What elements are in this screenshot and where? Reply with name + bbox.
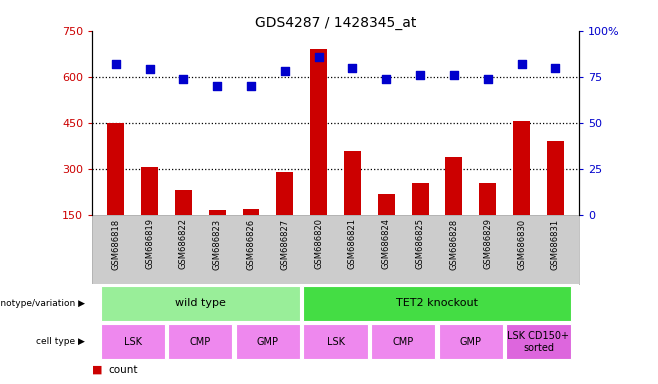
Text: LSK: LSK <box>124 337 141 347</box>
Text: genotype/variation ▶: genotype/variation ▶ <box>0 299 85 308</box>
Text: GSM686824: GSM686824 <box>382 218 391 270</box>
Text: GSM686822: GSM686822 <box>179 218 188 270</box>
Point <box>550 65 561 71</box>
Text: ■: ■ <box>92 365 103 375</box>
Text: CMP: CMP <box>393 337 414 347</box>
Point <box>246 83 257 89</box>
Point <box>280 68 290 74</box>
Text: GMP: GMP <box>460 337 482 347</box>
Point <box>144 66 155 73</box>
Point <box>212 83 222 89</box>
Text: CMP: CMP <box>190 337 211 347</box>
Bar <box>141 167 158 261</box>
Bar <box>168 324 232 359</box>
Bar <box>243 209 259 261</box>
Point <box>482 76 493 82</box>
Bar <box>445 157 463 261</box>
Text: GSM686819: GSM686819 <box>145 218 154 270</box>
Bar <box>107 123 124 261</box>
Text: GSM686821: GSM686821 <box>348 218 357 270</box>
Title: GDS4287 / 1428345_at: GDS4287 / 1428345_at <box>255 16 417 30</box>
Bar <box>378 194 395 261</box>
Bar <box>175 190 192 261</box>
Point <box>111 61 121 67</box>
Point <box>415 72 425 78</box>
Point <box>178 76 189 82</box>
Bar <box>507 324 570 359</box>
Bar <box>303 286 570 321</box>
Text: wild type: wild type <box>175 298 226 308</box>
Point <box>517 61 527 67</box>
Point <box>347 65 358 71</box>
Text: GSM686820: GSM686820 <box>314 218 323 270</box>
Text: GSM686827: GSM686827 <box>280 218 290 270</box>
Text: GSM686828: GSM686828 <box>449 218 459 270</box>
Text: LSK CD150+
sorted: LSK CD150+ sorted <box>507 331 569 353</box>
Text: GSM686829: GSM686829 <box>483 218 492 270</box>
Bar <box>101 324 164 359</box>
Bar <box>303 324 368 359</box>
Text: TET2 knockout: TET2 knockout <box>396 298 478 308</box>
Text: GMP: GMP <box>257 337 279 347</box>
Text: LSK: LSK <box>326 337 345 347</box>
Text: count: count <box>109 365 138 375</box>
Bar <box>101 286 300 321</box>
Bar <box>547 141 564 261</box>
Bar <box>513 121 530 261</box>
Bar <box>236 324 300 359</box>
Text: GSM686818: GSM686818 <box>111 218 120 270</box>
Bar <box>412 183 428 261</box>
Text: GSM686825: GSM686825 <box>416 218 424 270</box>
Text: cell type ▶: cell type ▶ <box>36 337 85 346</box>
Point <box>313 53 324 60</box>
Bar <box>371 324 436 359</box>
Bar <box>209 210 226 261</box>
Bar <box>276 172 293 261</box>
Bar <box>310 49 327 261</box>
Point <box>381 76 392 82</box>
Text: GSM686823: GSM686823 <box>213 218 222 270</box>
Bar <box>439 324 503 359</box>
Bar <box>479 183 496 261</box>
Text: GSM686831: GSM686831 <box>551 218 560 270</box>
Text: GSM686830: GSM686830 <box>517 218 526 270</box>
Point <box>449 72 459 78</box>
Bar <box>344 151 361 261</box>
Text: GSM686826: GSM686826 <box>247 218 255 270</box>
